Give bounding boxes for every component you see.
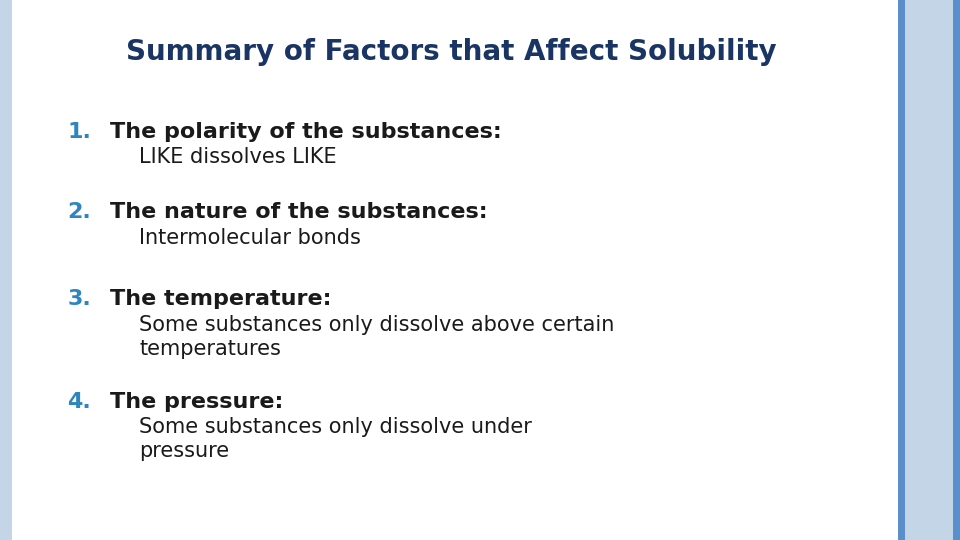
Bar [898, 0, 905, 540]
Text: The polarity of the substances:: The polarity of the substances: [110, 122, 502, 141]
Text: 1.: 1. [67, 122, 91, 141]
Bar [0, 0, 12, 540]
Text: 2.: 2. [67, 202, 91, 222]
Text: The pressure:: The pressure: [110, 392, 284, 411]
Bar [953, 0, 960, 540]
Text: 3.: 3. [67, 289, 91, 309]
Text: Some substances only dissolve under
pressure: Some substances only dissolve under pres… [139, 417, 532, 461]
Text: Intermolecular bonds: Intermolecular bonds [139, 228, 361, 248]
Text: Some substances only dissolve above certain
temperatures: Some substances only dissolve above cert… [139, 315, 614, 359]
Bar [898, 0, 960, 540]
Text: The nature of the substances:: The nature of the substances: [110, 202, 488, 222]
Text: Summary of Factors that Affect Solubility: Summary of Factors that Affect Solubilit… [126, 38, 777, 66]
Text: The temperature:: The temperature: [110, 289, 332, 309]
Text: 4.: 4. [67, 392, 91, 411]
Text: LIKE dissolves LIKE: LIKE dissolves LIKE [139, 147, 337, 167]
